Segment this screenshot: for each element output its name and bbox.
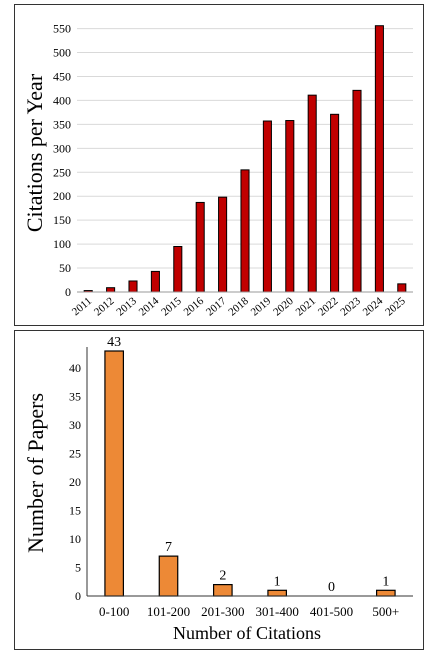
bar — [307, 94, 317, 293]
data-label: 1 — [382, 574, 389, 589]
bar — [397, 283, 407, 293]
bar — [262, 120, 272, 293]
x-tick-label: 101-200 — [147, 604, 190, 619]
data-label: 1 — [274, 574, 281, 589]
y-tick-label: 200 — [53, 189, 71, 203]
y-tick-label: 30 — [69, 418, 81, 432]
x-tick-label: 500+ — [372, 604, 399, 619]
citations-per-year-chart: 0 50 100 150 200 250 300 350 400 450 500 550 2011 20… — [14, 4, 424, 326]
x-tick-label: 2014 — [137, 295, 162, 319]
papers-by-citations-chart: 0 5 10 15 20 25 30 35 40 0-100 101-200 201-300 301-… — [14, 330, 424, 650]
x-tick-label: 2018 — [226, 295, 251, 319]
y-tick-label: 40 — [69, 361, 81, 375]
x-tick-label: 2016 — [182, 295, 207, 319]
y-tick-label: 300 — [53, 141, 71, 155]
y-tick-label: 10 — [69, 532, 81, 546]
x-tick-label: 201-300 — [201, 604, 244, 619]
bar — [218, 196, 228, 293]
bar — [285, 120, 295, 293]
bar — [173, 246, 183, 293]
x-tick-label: 2011 — [70, 295, 94, 318]
x-tick-label: 2021 — [294, 295, 319, 318]
y-tick-label: 25 — [69, 447, 81, 461]
bar — [240, 169, 250, 293]
x-tick-label: 2012 — [92, 295, 117, 318]
y-tick-label: 0 — [65, 285, 71, 299]
x-tick-label: 2022 — [316, 295, 341, 318]
bar — [158, 555, 179, 597]
y-tick-label: 15 — [69, 504, 81, 518]
y-tick-label: 20 — [69, 475, 81, 489]
y-tick-label: 150 — [53, 213, 71, 227]
y-tick-label: 35 — [69, 390, 81, 404]
y-axis-label: Number of Papers — [23, 393, 48, 553]
bar — [352, 89, 362, 293]
x-tick-label: 401-500 — [310, 604, 353, 619]
bar — [212, 584, 233, 597]
bar — [375, 589, 396, 597]
bar — [330, 113, 340, 293]
data-label: 0 — [328, 580, 335, 595]
bar — [104, 350, 125, 597]
x-tick-label: 2025 — [383, 295, 408, 319]
x-tick-label: 2013 — [114, 295, 139, 319]
y-tick-label: 5 — [75, 561, 81, 575]
bar — [128, 280, 138, 293]
bar — [374, 25, 384, 293]
bar — [195, 201, 205, 293]
y-axis-label: Citations per Year — [22, 73, 47, 232]
x-tick-label: 2019 — [249, 295, 274, 319]
data-label: 2 — [219, 569, 226, 584]
y-tick-label: 550 — [53, 22, 71, 36]
y-tick-label: 500 — [53, 46, 71, 60]
y-tick-label: 0 — [75, 589, 81, 603]
x-tick-label: 2024 — [361, 295, 386, 319]
bar — [106, 287, 116, 293]
bar — [150, 270, 160, 293]
x-axis-label: Number of Citations — [173, 623, 321, 643]
y-tick-label: 50 — [59, 261, 71, 275]
y-tick-label: 350 — [53, 117, 71, 131]
x-tick-label: 2020 — [271, 295, 296, 319]
y-tick-label: 100 — [53, 237, 71, 251]
x-tick-label: 2015 — [159, 295, 184, 319]
x-tick-label: 0-100 — [99, 604, 129, 619]
data-label: 43 — [107, 335, 121, 350]
y-tick-label: 450 — [53, 69, 71, 83]
y-tick-label: 400 — [53, 93, 71, 107]
y-tick-label: 250 — [53, 165, 71, 179]
x-tick-label: 2023 — [338, 295, 363, 319]
bar — [267, 589, 288, 597]
x-tick-label: 301-400 — [255, 604, 298, 619]
data-label: 7 — [165, 540, 172, 555]
x-tick-label: 2017 — [204, 295, 229, 319]
